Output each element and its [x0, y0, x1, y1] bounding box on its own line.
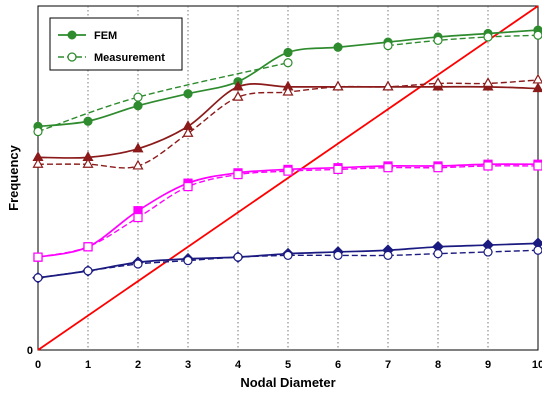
legend-measurement-label: Measurement [94, 52, 165, 64]
data-point-magenta-measurement [383, 163, 393, 173]
series-navy-measurement [33, 245, 542, 283]
series-line-green-measurement-0 [37, 62, 289, 133]
y-axis-title: Frequency [6, 144, 21, 211]
data-point-darkred-measurement [182, 127, 194, 137]
data-point-navy-measurement [183, 255, 193, 266]
data-point-darkred-fem [232, 80, 244, 91]
x-tick-label: 8 [435, 359, 441, 371]
x-tick-label: 7 [385, 359, 391, 371]
x-tick-label: 3 [185, 359, 191, 371]
legend-measurement-marker [67, 52, 77, 62]
data-point-green-measurement [483, 32, 493, 42]
data-point-magenta-measurement [83, 242, 93, 252]
series-line-green-measurement-1 [387, 34, 539, 47]
series-darkred-measurement [32, 73, 542, 170]
data-point-darkred-measurement [332, 80, 344, 91]
data-point-green-fem [83, 116, 93, 126]
x-axis-title: Nodal Diameter [240, 375, 335, 390]
data-point-darkred-fem [132, 142, 144, 153]
data-point-magenta-measurement [283, 166, 293, 176]
data-point-darkred-measurement [432, 77, 444, 88]
data-point-green-measurement [383, 40, 393, 51]
diagonal-line [37, 5, 539, 351]
legend: FEM Measurement [49, 17, 183, 71]
data-point-darkred-measurement [232, 90, 244, 101]
data-point-navy-measurement [383, 250, 393, 260]
data-point-darkred-measurement [82, 158, 94, 168]
data-point-navy-measurement [133, 259, 143, 269]
series-line-magenta-measurement-0 [37, 165, 539, 258]
tick-labels: 0 1 2 3 4 5 6 7 8 9 10 0 [27, 345, 542, 371]
x-tick-label: 5 [285, 359, 291, 371]
x-tick-label: 2 [135, 359, 141, 371]
data-point-navy-measurement [283, 250, 293, 260]
data-point-green-measurement [433, 35, 443, 46]
data-point-green-measurement [133, 92, 143, 102]
data-point-green-measurement [33, 126, 43, 137]
legend-fem-label: FEM [94, 30, 117, 42]
x-tick-label: 4 [235, 359, 242, 371]
series-line-navy-measurement-0 [37, 249, 539, 279]
data-point-darkred-measurement [482, 77, 494, 88]
data-point-darkred-measurement [282, 85, 294, 96]
data-point-navy-measurement [333, 250, 343, 260]
data-point-green-fem [133, 101, 143, 111]
data-point-magenta-measurement [433, 163, 443, 173]
data-point-green-fem [333, 42, 343, 52]
data-point-green-fem [183, 89, 193, 99]
x-tick-label: 10 [532, 359, 542, 371]
y-tick-label: 0 [27, 345, 33, 357]
data-point-green-measurement [283, 58, 293, 68]
data-point-darkred-fem [532, 82, 542, 93]
data-point-magenta-measurement [233, 169, 243, 180]
data-point-magenta-measurement [33, 252, 43, 262]
data-point-magenta-measurement [483, 161, 493, 171]
data-point-navy-measurement [483, 247, 493, 257]
data-point-darkred-measurement [32, 158, 44, 168]
data-point-navy-measurement [533, 245, 542, 255]
data-point-green-fem [283, 47, 293, 58]
data-point-darkred-measurement [532, 73, 542, 84]
data-point-navy-measurement [433, 249, 443, 259]
series-layer [32, 5, 542, 351]
series-green-measurement [33, 30, 542, 137]
data-point-navy-measurement [33, 273, 43, 283]
x-tick-label: 1 [85, 359, 91, 371]
data-point-navy-measurement [233, 252, 243, 262]
data-point-magenta-measurement [533, 161, 542, 171]
data-point-green-measurement [533, 30, 542, 40]
legend-fem-marker [67, 30, 77, 40]
data-point-magenta-measurement [333, 164, 343, 174]
data-point-magenta-measurement [183, 182, 193, 192]
x-tick-label: 0 [35, 359, 41, 371]
data-point-magenta-measurement [133, 212, 143, 223]
data-point-navy-measurement [83, 266, 93, 276]
x-tick-label: 9 [485, 359, 491, 371]
data-point-darkred-measurement [382, 80, 394, 91]
data-point-darkred-measurement [132, 159, 144, 170]
x-tick-label: 6 [335, 359, 341, 371]
series-magenta-measurement [33, 161, 542, 262]
